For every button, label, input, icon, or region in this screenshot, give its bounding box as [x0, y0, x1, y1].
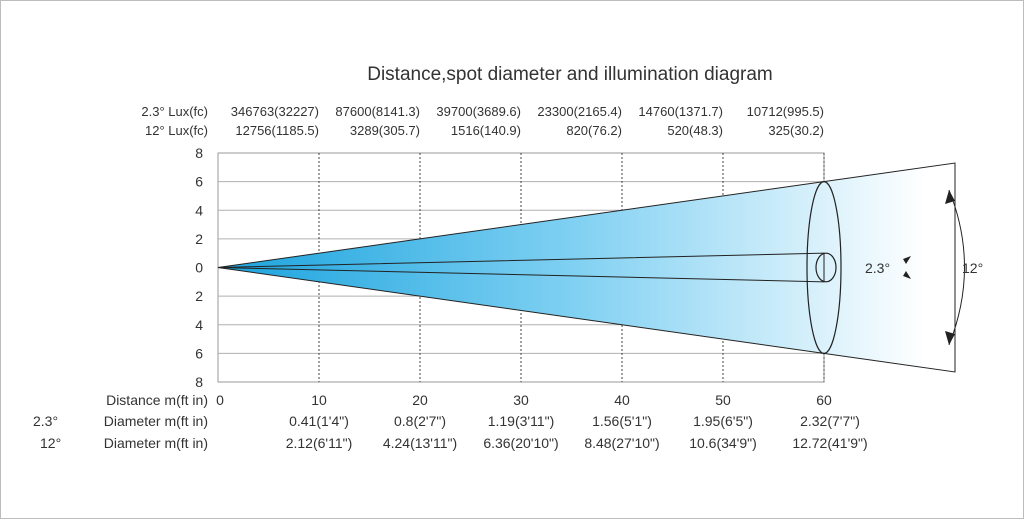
distance-tick-label: 0 [216, 392, 224, 408]
y-tick-label: 2 [195, 288, 203, 304]
lux-23-value: 87600(8141.3) [335, 104, 420, 119]
angle-12-arrow-top [945, 190, 955, 204]
lux-12-value: 325(30.2) [768, 123, 824, 138]
distance-values: 0 10 20 30 40 50 60 [216, 392, 832, 408]
diameter-23-values: 0.41(1'4") 0.8(2'7") 1.19(3'11") 1.56(5'1")… [289, 413, 860, 429]
diameter-12-value: 2.12(6'11") [286, 435, 353, 451]
lux-23-value: 23300(2165.4) [537, 104, 622, 119]
y-tick-label: 6 [195, 345, 203, 361]
angle-23-label: 2.3° [865, 260, 890, 276]
angle-23-arrow-bottom [903, 271, 911, 279]
angle-12-label: 12° [962, 260, 983, 276]
y-axis-ticks: 8 6 4 2 0 2 4 6 8 [195, 145, 203, 390]
distance-row-label: Distance m(ft in) [106, 392, 208, 408]
diameter-12-row-label: Diameter m(ft in) [104, 435, 208, 451]
lux-12-value: 12756(1185.5) [235, 123, 319, 138]
distance-tick-label: 10 [311, 392, 327, 408]
y-tick-label: 8 [195, 374, 203, 390]
distance-tick-label: 20 [412, 392, 428, 408]
diameter-12-values: 2.12(6'11") 4.24(13'11") 6.36(20'10") 8.48(… [286, 435, 868, 451]
diameter-12-angle-label: 12° [40, 435, 61, 451]
diameter-12-value: 6.36(20'10") [483, 435, 558, 451]
diameter-23-value: 1.56(5'1") [592, 413, 652, 429]
beam-23-spot-ellipse [815, 252, 837, 283]
angle-23-indicator: 2.3° [865, 256, 911, 279]
y-tick-label: 6 [195, 174, 203, 190]
diameter-23-value: 2.32(7'7") [800, 413, 860, 429]
diameter-12-value: 8.48(27'10") [584, 435, 659, 451]
chart-title: Distance,spot diameter and illumination … [367, 64, 773, 85]
lux-23-value: 346763(32227) [231, 104, 319, 119]
beam-23-cone [217, 252, 825, 283]
y-tick-label: 0 [195, 260, 203, 276]
lux-23-value: 14760(1371.7) [638, 104, 723, 119]
distance-tick-label: 40 [614, 392, 630, 408]
diameter-23-value: 0.8(2'7") [394, 413, 446, 429]
angle-23-arrow-top [903, 256, 911, 264]
beam-12-spot-ellipse [806, 181, 842, 354]
angle-12-indicator: 12° [945, 189, 983, 346]
lux-12-value: 820(76.2) [566, 123, 622, 138]
lux-12-row-label: 12° Lux(fc) [145, 123, 208, 138]
diameter-23-value: 1.95(6'5") [693, 413, 753, 429]
lux-12-value: 520(48.3) [667, 123, 723, 138]
lux-23-value: 10712(995.5) [747, 104, 824, 119]
diameter-23-value: 0.41(1'4") [289, 413, 349, 429]
lux-12-value: 3289(305.7) [350, 123, 420, 138]
diameter-12-value: 4.24(13'11") [383, 435, 457, 451]
y-tick-label: 4 [195, 317, 203, 333]
beam-12-cone [217, 162, 956, 373]
diameter-23-angle-label: 2.3° [33, 413, 58, 429]
diameter-12-value: 10.6(34'9") [689, 435, 757, 451]
diameter-12-value: 12.72(41'9") [792, 435, 867, 451]
distance-tick-label: 60 [816, 392, 832, 408]
y-tick-label: 4 [195, 202, 203, 218]
diameter-23-value: 1.19(3'11") [488, 413, 555, 429]
distance-tick-label: 30 [513, 392, 529, 408]
lux-23-row-label: 2.3° Lux(fc) [141, 104, 208, 119]
y-tick-label: 8 [195, 145, 203, 161]
lux-12-value: 1516(140.9) [451, 123, 521, 138]
angle-12-arrow-bottom [945, 331, 955, 345]
y-tick-label: 2 [195, 231, 203, 247]
angle-12-arc [948, 189, 965, 346]
diameter-23-row-label: Diameter m(ft in) [104, 413, 208, 429]
lux-23-value: 39700(3689.6) [436, 104, 521, 119]
lux-23-values: 346763(32227) 87600(8141.3) 39700(3689.6) 2… [231, 104, 824, 119]
distance-tick-label: 50 [715, 392, 731, 408]
lux-12-values: 12756(1185.5) 3289(305.7) 1516(140.9) 820(7… [235, 123, 824, 138]
